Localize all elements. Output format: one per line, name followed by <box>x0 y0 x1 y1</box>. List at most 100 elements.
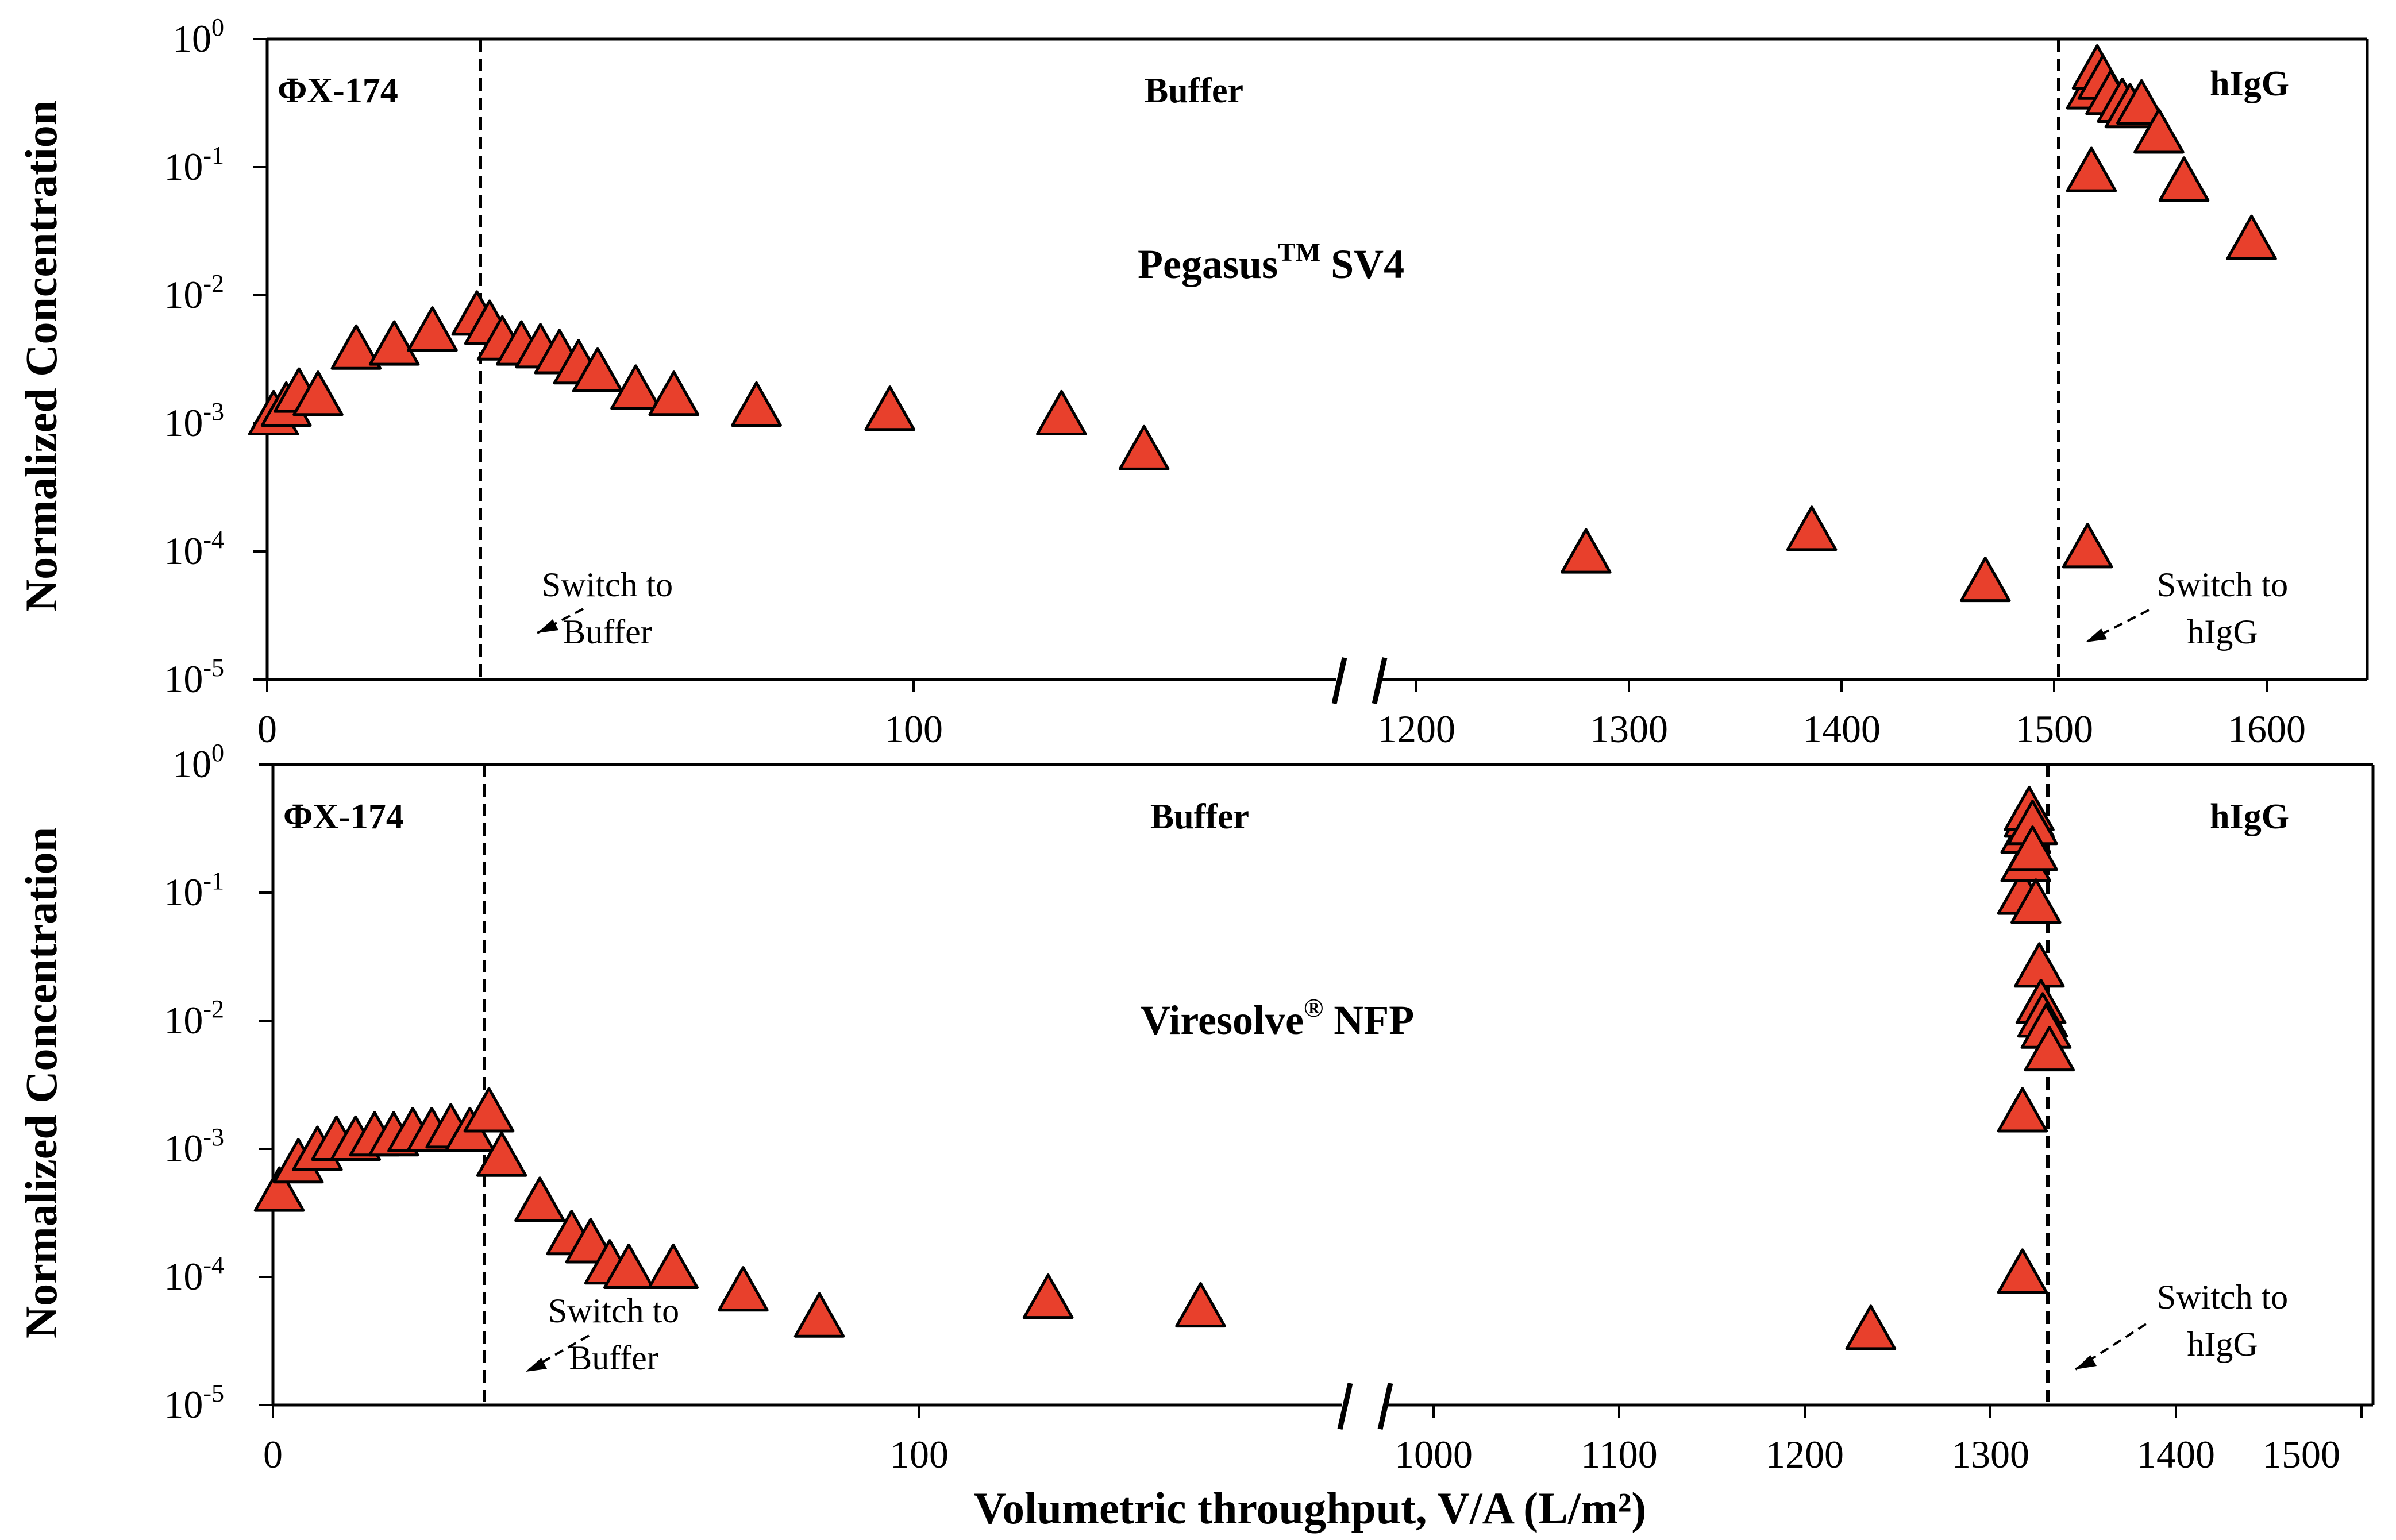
top-annotation-buffer-line2: Buffer <box>563 613 652 651</box>
bottom-data-point-seg1-13 <box>514 1176 565 1222</box>
bottom-data-point-seg1-0 <box>253 1166 305 1212</box>
top-data-point-seg2-1 <box>1786 505 1838 551</box>
bottom-x-tick-label-1200: 1200 <box>1766 1433 1844 1476</box>
bottom-annotation-higg-line1: Switch to <box>2157 1278 2288 1316</box>
top-y-tick-label-4: 10-4 <box>164 526 224 573</box>
bottom-x-tick-label-1300: 1300 <box>1951 1433 2029 1476</box>
top-annotation-higg-line1: Switch to <box>2157 566 2288 604</box>
top-chart-title: PegasusTM SV4 <box>1138 237 1404 287</box>
top-data-point-seg1-20 <box>1118 424 1170 470</box>
top-annotation-buffer-arrow <box>537 608 584 634</box>
bottom-axis-break <box>1337 1383 1393 1430</box>
top-y-axis-title: Normalized Concentration <box>16 101 66 612</box>
top-data-point-seg1-3 <box>292 370 344 416</box>
top-x-tick-labels: 0 100 1200 1300 1400 1500 1600 <box>257 707 2306 751</box>
bottom-x-tick-label-1500: 1500 <box>2262 1433 2340 1476</box>
bottom-plot-frame <box>259 763 2375 1418</box>
bottom-annotation-higg-line2: hIgG <box>2187 1325 2258 1363</box>
bottom-data-point-seg1-19 <box>718 1266 769 1312</box>
top-annotation-buffer-line1: Switch to <box>542 566 673 604</box>
bottom-annotation-buffer-line2: Buffer <box>569 1339 658 1377</box>
top-data-point-seg1-16 <box>648 370 700 416</box>
bottom-phase-label-buffer: Buffer <box>1150 797 1249 836</box>
bottom-phase-label-higg: hIgG <box>2210 797 2289 836</box>
top-phase-label-higg: hIgG <box>2210 64 2289 103</box>
bottom-data-point-seg2-11 <box>2013 942 2065 988</box>
top-axis-break <box>1331 657 1388 704</box>
top-phase-label-phix: ΦX-174 <box>278 71 398 110</box>
bottom-x-tick-label-100: 100 <box>890 1433 949 1476</box>
bottom-annotation-buffer-line1: Switch to <box>548 1292 679 1330</box>
bottom-data-point-seg1-20 <box>793 1292 845 1338</box>
top-plot-frame <box>253 37 2369 692</box>
bottom-data-point-seg1-12 <box>476 1131 527 1177</box>
bottom-x-tick-label-0: 0 <box>263 1433 283 1476</box>
top-break-mark-left <box>1331 657 1347 704</box>
bottom-y-tick-labels: 100 10-1 10-2 10-3 10-4 10-5 <box>164 739 224 1426</box>
top-x-tick-label-1500: 1500 <box>2015 707 2093 751</box>
bottom-data-point-seg1-17 <box>603 1243 654 1289</box>
top-data-point-seg1-6 <box>407 306 458 352</box>
bottom-data-point-seg1-22 <box>1175 1282 1226 1328</box>
top-x-tick-label-1400: 1400 <box>1802 707 1881 751</box>
bottom-data-point-seg2-10 <box>2010 878 2062 924</box>
x-axis-title: Volumetric throughput, V/A (L/m²) <box>974 1483 1646 1533</box>
bottom-phase-label-phix: ΦX-174 <box>283 797 404 836</box>
top-phase-label-buffer: Buffer <box>1145 71 1243 110</box>
top-data-markers <box>248 44 2277 603</box>
bottom-data-markers <box>253 785 2075 1350</box>
bottom-y-axis-title-text: Normalized Concentration <box>16 827 66 1338</box>
bottom-x-tick-label-1400: 1400 <box>2137 1433 2215 1476</box>
top-x-tick-label-1200: 1200 <box>1377 707 1455 751</box>
bottom-annotation-buffer-arrowhead <box>526 1358 547 1372</box>
bottom-x-tick-labels: 0 100 1000 1100 1200 1300 1400 1500 <box>263 1433 2340 1476</box>
bottom-y-tick-label-2: 10-2 <box>164 995 224 1042</box>
bottom-y-tick-label-5: 10-5 <box>164 1379 224 1426</box>
bottom-chart-title: Viresolve® NFP <box>1141 993 1414 1043</box>
top-data-point-seg2-12 <box>2133 108 2185 154</box>
top-annotation-higg-line2: hIgG <box>2187 613 2258 651</box>
bottom-data-point-seg2-15 <box>2024 1025 2075 1072</box>
top-x-tick-label-0: 0 <box>257 707 277 751</box>
bottom-data-point-seg2-0 <box>1845 1304 1897 1350</box>
top-data-point-seg1-4 <box>330 324 382 370</box>
top-data-point-seg1-17 <box>731 381 782 427</box>
top-data-point-seg2-0 <box>1561 528 1612 574</box>
bottom-y-tick-label-1: 10-1 <box>164 867 224 914</box>
bottom-data-point-seg1-21 <box>1022 1273 1074 1319</box>
bottom-x-tick-label-1000: 1000 <box>1395 1433 1473 1476</box>
top-annotation-higg-arrowhead <box>2086 628 2107 642</box>
top-data-point-seg2-14 <box>2226 214 2277 260</box>
top-y-tick-label-3: 10-3 <box>164 397 224 445</box>
bottom-y-tick-label-3: 10-3 <box>164 1123 224 1170</box>
top-data-point-seg1-14 <box>572 346 623 393</box>
top-data-point-seg1-18 <box>864 385 916 431</box>
bottom-data-point-seg1-11 <box>463 1087 515 1133</box>
top-data-point-seg1-5 <box>368 320 420 366</box>
bottom-break-mark-right <box>1377 1383 1393 1430</box>
bottom-annotation-higg-arrowhead <box>2075 1355 2097 1369</box>
top-annotation-buffer-arrowhead <box>537 619 558 633</box>
bottom-y-axis-title: Normalized Concentration <box>16 827 66 1338</box>
bottom-data-point-seg2-1 <box>1997 1248 2048 1294</box>
top-x-tick-label-1300: 1300 <box>1590 707 1668 751</box>
top-data-point-seg1-15 <box>610 364 661 410</box>
top-data-point-seg2-13 <box>2158 156 2210 202</box>
top-break-mark-right <box>1372 657 1388 704</box>
top-data-point-seg2-2 <box>1959 556 2011 603</box>
top-annotation-higg-arrow <box>2085 609 2150 643</box>
top-y-tick-label-1: 10-1 <box>164 141 224 188</box>
top-y-tick-label-5: 10-5 <box>164 654 224 701</box>
bottom-y-tick-label-0: 100 <box>172 739 224 786</box>
top-y-tick-label-2: 10-2 <box>164 269 224 317</box>
top-chart: Normalized Concentration 100 10-1 10-2 1… <box>16 13 2369 751</box>
top-data-point-seg2-3 <box>2062 523 2113 569</box>
bottom-data-point-seg2-2 <box>1997 1087 2048 1133</box>
top-x-tick-label-100: 100 <box>884 707 943 751</box>
bottom-break-mark-left <box>1337 1383 1353 1430</box>
top-data-point-seg1-19 <box>1036 389 1087 435</box>
bottom-x-tick-label-1100: 1100 <box>1581 1433 1657 1476</box>
bottom-chart: Normalized Concentration 100 10-1 10-2 1… <box>16 739 2375 1476</box>
top-data-point-seg2-4 <box>2066 146 2117 192</box>
